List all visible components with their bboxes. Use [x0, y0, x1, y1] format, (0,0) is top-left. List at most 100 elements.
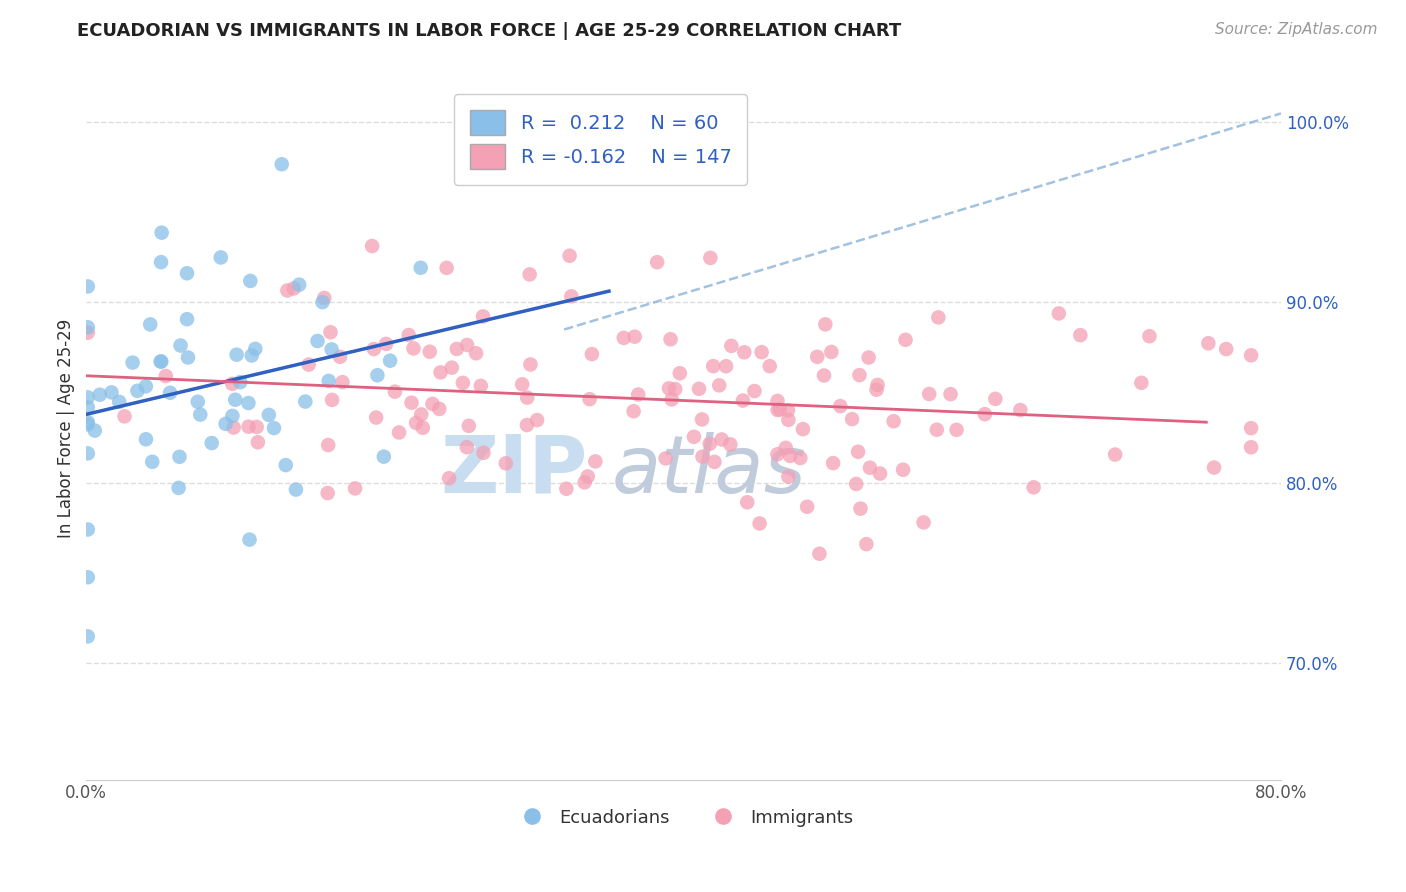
Point: [519, 358, 541, 372]
Point: [918, 387, 941, 401]
Point: [558, 249, 581, 263]
Point: [150, 354, 173, 368]
Point: [792, 422, 814, 436]
Point: [176, 312, 198, 326]
Point: [169, 338, 191, 352]
Point: [150, 255, 173, 269]
Point: [814, 318, 837, 332]
Point: [841, 412, 863, 426]
Point: [581, 347, 603, 361]
Point: [1022, 480, 1045, 494]
Point: [121, 355, 143, 369]
Point: [465, 346, 488, 360]
Point: [808, 547, 831, 561]
Point: [127, 384, 149, 398]
Point: [751, 345, 773, 359]
Point: [76, 279, 98, 293]
Point: [925, 423, 948, 437]
Point: [188, 408, 211, 422]
Point: [76, 446, 98, 460]
Point: [1104, 448, 1126, 462]
Point: [766, 393, 789, 408]
Point: [859, 460, 882, 475]
Point: [373, 450, 395, 464]
Point: [332, 375, 354, 389]
Point: [177, 351, 200, 365]
Text: atlas: atlas: [612, 432, 807, 509]
Point: [314, 291, 336, 305]
Point: [733, 345, 755, 359]
Point: [263, 421, 285, 435]
Point: [779, 449, 801, 463]
Point: [311, 295, 333, 310]
Point: [402, 342, 425, 356]
Point: [984, 392, 1007, 406]
Point: [238, 419, 260, 434]
Point: [238, 396, 260, 410]
Point: [427, 401, 450, 416]
Point: [1202, 460, 1225, 475]
Point: [246, 435, 269, 450]
Point: [456, 440, 478, 454]
Point: [470, 379, 492, 393]
Point: [294, 394, 316, 409]
Point: [76, 570, 98, 584]
Point: [560, 289, 582, 303]
Point: [516, 417, 538, 432]
Point: [150, 226, 173, 240]
Point: [456, 338, 478, 352]
Point: [221, 409, 243, 423]
Point: [176, 266, 198, 280]
Point: [76, 401, 98, 415]
Point: [388, 425, 411, 440]
Point: [668, 366, 690, 380]
Point: [451, 376, 474, 390]
Point: [659, 332, 682, 346]
Point: [149, 354, 172, 368]
Point: [555, 482, 578, 496]
Point: [221, 376, 243, 391]
Point: [855, 537, 877, 551]
Point: [848, 368, 870, 383]
Point: [846, 444, 869, 458]
Point: [437, 471, 460, 485]
Point: [865, 383, 887, 397]
Point: [159, 385, 181, 400]
Point: [578, 392, 600, 407]
Point: [748, 516, 770, 531]
Point: [883, 414, 905, 428]
Point: [257, 408, 280, 422]
Point: [703, 455, 725, 469]
Point: [436, 260, 458, 275]
Point: [519, 268, 541, 282]
Point: [720, 339, 742, 353]
Point: [76, 326, 98, 340]
Point: [1139, 329, 1161, 343]
Point: [661, 392, 683, 407]
Point: [239, 274, 262, 288]
Point: [329, 350, 352, 364]
Point: [766, 403, 789, 417]
Point: [849, 501, 872, 516]
Point: [709, 378, 731, 392]
Point: [510, 377, 533, 392]
Point: [135, 379, 157, 393]
Point: [307, 334, 329, 348]
Point: [398, 328, 420, 343]
Point: [76, 390, 98, 404]
Point: [939, 387, 962, 401]
Point: [769, 402, 792, 417]
Text: ECUADORIAN VS IMMIGRANTS IN LABOR FORCE | AGE 25-29 CORRELATION CHART: ECUADORIAN VS IMMIGRANTS IN LABOR FORCE …: [77, 22, 901, 40]
Point: [735, 495, 758, 509]
Point: [187, 394, 209, 409]
Text: ZIP: ZIP: [441, 432, 588, 509]
Point: [100, 385, 122, 400]
Point: [574, 475, 596, 490]
Point: [583, 454, 606, 468]
Point: [224, 392, 246, 407]
Point: [201, 436, 224, 450]
Point: [623, 329, 645, 343]
Point: [283, 281, 305, 295]
Point: [866, 378, 889, 392]
Point: [699, 251, 721, 265]
